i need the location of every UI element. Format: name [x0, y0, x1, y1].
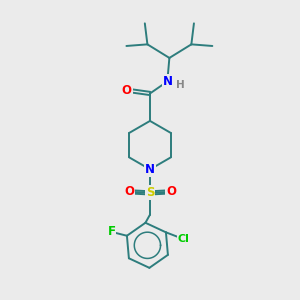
Text: O: O — [122, 84, 132, 97]
Text: N: N — [163, 75, 173, 88]
Text: O: O — [166, 185, 176, 199]
Text: O: O — [124, 185, 134, 199]
Text: F: F — [107, 225, 116, 239]
Text: H: H — [176, 80, 184, 90]
Text: S: S — [146, 186, 154, 199]
Text: N: N — [145, 163, 155, 176]
Text: Cl: Cl — [178, 234, 190, 244]
